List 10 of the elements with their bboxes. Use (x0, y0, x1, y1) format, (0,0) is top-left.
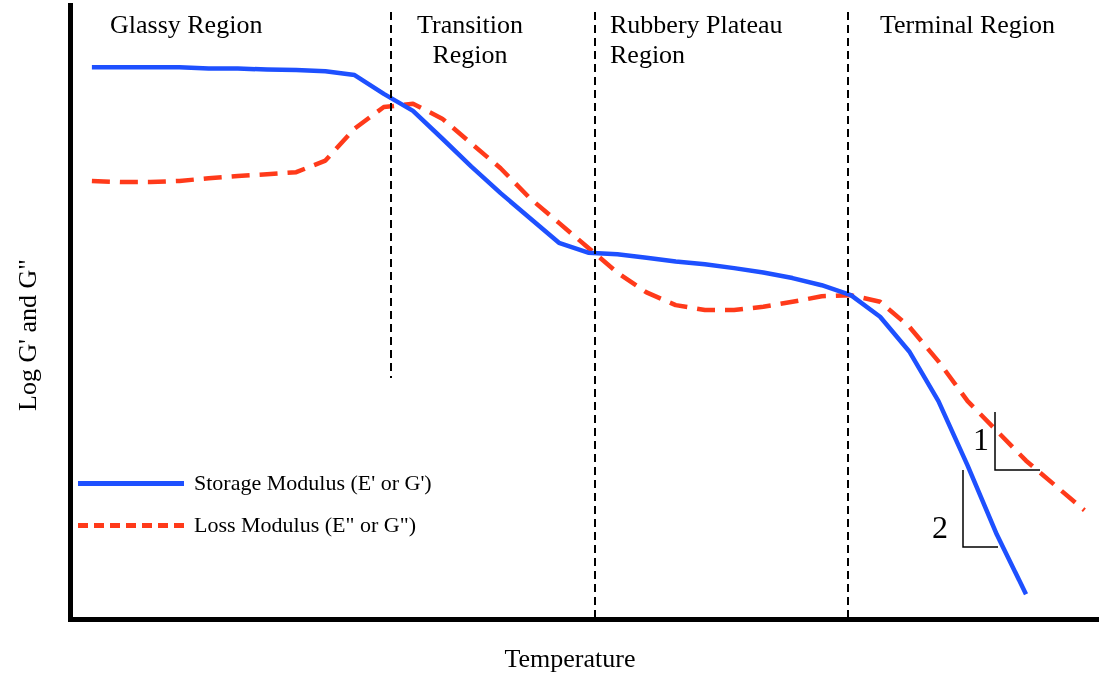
x-axis-title: Temperature (504, 644, 636, 674)
text: Terminal Region (880, 10, 1056, 40)
text: Glassy Region (110, 10, 263, 40)
annotation: Rubbery Plateau Region (610, 10, 784, 70)
annotation: 2 (932, 509, 948, 545)
legend-label: Loss Modulus (E" or G") (194, 512, 417, 538)
annotation: Transition Region (416, 10, 524, 70)
annotation: 1 (973, 421, 989, 457)
y-axis-title: Log G' and G" (13, 258, 43, 413)
legend-label: Storage Modulus (E' or G') (194, 470, 432, 496)
